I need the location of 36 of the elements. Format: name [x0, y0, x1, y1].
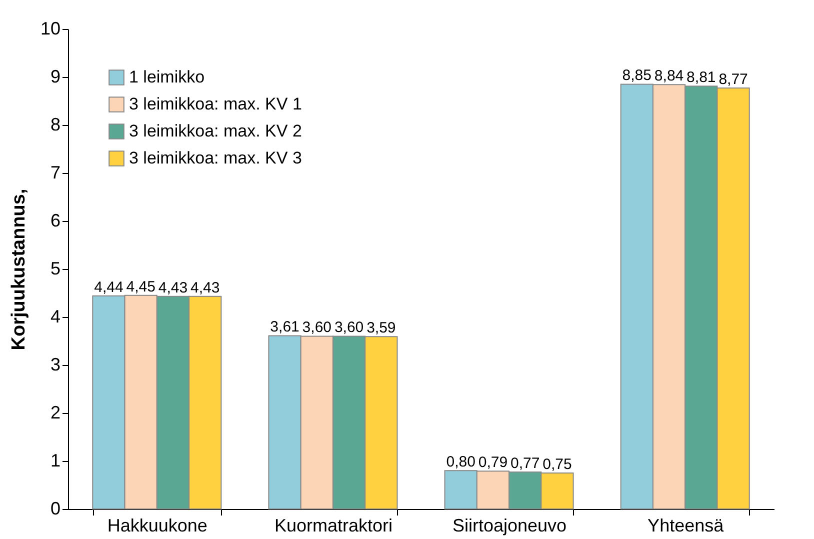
legend-label: 3 leimikkoa: max. KV 2	[129, 122, 302, 140]
data-label: 3,61	[270, 318, 300, 336]
data-label: 0,80	[446, 454, 476, 471]
data-label: 4,43	[190, 279, 220, 296]
x-tick-label: Hakkuukone	[107, 516, 208, 536]
data-label: 0,77	[510, 455, 540, 472]
y-tick-label: 6	[50, 210, 60, 230]
legend-label: 1 leimikko	[129, 68, 205, 86]
y-tick-label: 0	[50, 498, 60, 518]
legend-label: 3 leimikkoa: max. KV 1	[129, 94, 302, 114]
x-tick-label: Siirtoajoneuvo	[452, 516, 567, 536]
data-label: 4,43	[158, 279, 188, 296]
y-tick-label: 1	[50, 450, 60, 470]
data-label: 8,81	[686, 69, 716, 86]
data-label: 4,44	[94, 278, 124, 296]
y-tick-label: 2	[50, 402, 60, 422]
x-tick-label: Yhteensä	[648, 516, 725, 536]
x-tick-label: Kuormatraktori	[274, 516, 392, 536]
data-label: 0,79	[478, 454, 508, 472]
y-tick-label: 3	[50, 354, 60, 374]
y-axis-title: Korjuukustannus,	[8, 188, 30, 350]
y-tick-label: 4	[50, 306, 60, 326]
data-label: 3,60	[302, 319, 332, 336]
y-tick-label: 5	[50, 258, 60, 278]
y-tick-label: 10	[40, 18, 60, 38]
legend-label: 3 leimikkoa: max. KV 3	[129, 148, 302, 168]
y-tick-label: 9	[50, 66, 60, 86]
data-label: 8,85	[622, 67, 652, 84]
data-label: 3,59	[366, 320, 396, 337]
y-tick-label: 7	[50, 162, 60, 182]
data-label: 0,75	[542, 456, 572, 473]
y-tick-label: 8	[50, 114, 60, 134]
data-label: 8,84	[654, 68, 684, 85]
data-label: 3,60	[334, 319, 364, 336]
data-label: 8,77	[718, 71, 748, 88]
data-label: 4,45	[126, 278, 156, 296]
